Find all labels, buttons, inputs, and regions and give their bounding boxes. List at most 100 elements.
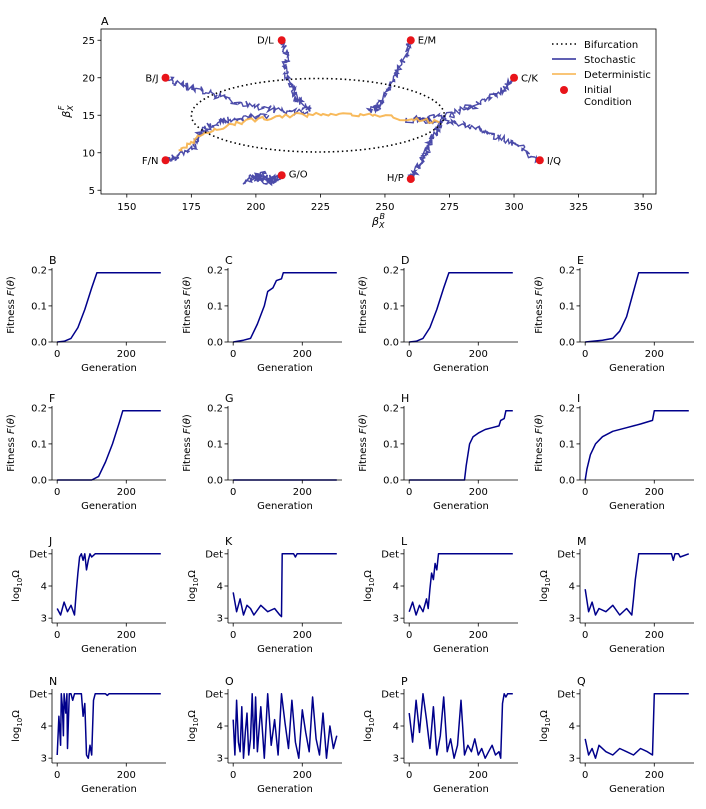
- y-tick-label: Det: [205, 549, 223, 560]
- y-tick-label: 0.2: [383, 403, 399, 414]
- y-tick-label: 3: [217, 614, 223, 625]
- x-tick-label: 0: [582, 770, 588, 781]
- y-label-part: (: [182, 286, 193, 290]
- y-tick-label: Det: [381, 549, 399, 560]
- x-axis-label: Generation: [433, 644, 489, 655]
- point-label: I/Q: [547, 156, 561, 167]
- initial-point: [406, 36, 415, 45]
- x-tick-label: 200: [117, 349, 136, 360]
- x-tick-label: 350: [634, 202, 653, 213]
- y-label-part: Fitness: [534, 434, 545, 472]
- y-tick-label: 0.0: [207, 476, 223, 487]
- y-tick-label: 4: [217, 582, 223, 593]
- y-label-part: Fitness: [534, 296, 545, 334]
- y-axis-label-sup: F: [57, 105, 66, 110]
- panel-letter: E: [577, 254, 584, 267]
- y-label-part: 10: [192, 718, 200, 727]
- point-label: D/L: [257, 35, 274, 46]
- legend-label: Stochastic: [584, 55, 636, 66]
- stochastic-path: [365, 38, 413, 114]
- stochastic-path: [413, 116, 540, 164]
- y-axis-label: Fitness F(θ): [6, 276, 17, 334]
- data-line: [56, 553, 161, 616]
- y-tick-label: 0.1: [207, 439, 223, 450]
- y-label-part: F: [182, 428, 193, 434]
- y-label-part: θ: [534, 280, 545, 286]
- data-line: [233, 271, 337, 343]
- x-tick-label: 200: [645, 487, 664, 498]
- y-label-part: F: [534, 290, 545, 296]
- y-label-part: θ: [182, 280, 193, 286]
- panel-letter: D: [401, 254, 409, 267]
- x-tick-label: 200: [645, 349, 664, 360]
- x-tick-label: 200: [246, 202, 265, 213]
- y-label-part: ): [6, 414, 17, 418]
- x-tick-label: 275: [440, 202, 459, 213]
- y-tick-label: 3: [217, 754, 223, 765]
- y-label-part: Fitness: [6, 434, 17, 472]
- legend-label: Initial: [584, 85, 612, 96]
- x-tick-label: 175: [182, 202, 201, 213]
- y-label-part: 10: [544, 718, 552, 727]
- x-tick-label: 200: [645, 630, 664, 641]
- data-line: [584, 693, 689, 759]
- y-label-part: Fitness: [182, 434, 193, 472]
- y-tick-label: 5: [89, 186, 95, 197]
- x-axis-label: Generation: [257, 784, 313, 795]
- x-tick-label: 200: [469, 487, 488, 498]
- y-tick-label: 0.0: [559, 476, 575, 487]
- panel-letter: Q: [577, 675, 586, 688]
- stochastic-path: [404, 74, 518, 124]
- y-label-part: log: [363, 587, 374, 602]
- panel-e: 0 200 0.0 0.1 0.2E Generation Fitness F(θ): [534, 254, 694, 374]
- y-label-part: (: [534, 424, 545, 428]
- x-tick-label: 0: [54, 630, 60, 641]
- y-label-part: F: [182, 290, 193, 296]
- x-tick-label: 225: [311, 202, 330, 213]
- y-label-part: Ω: [11, 570, 22, 578]
- y-axis-label: βXF: [57, 105, 75, 119]
- panel-letter: O: [225, 675, 234, 688]
- y-label-part: F: [6, 428, 17, 434]
- data-line: [232, 693, 338, 759]
- x-tick-label: 200: [469, 630, 488, 641]
- y-label-part: θ: [358, 280, 369, 286]
- y-label-part: (: [182, 424, 193, 428]
- y-label-part: F: [358, 290, 369, 296]
- x-axis-label: Generation: [609, 644, 665, 655]
- panel-letter: G: [225, 392, 234, 405]
- x-axis-label: Generation: [257, 644, 313, 655]
- x-axis-label: Generation: [609, 501, 665, 512]
- legend-label: Bifurcation: [584, 40, 638, 51]
- y-label-part: θ: [182, 418, 193, 424]
- panel-letter: K: [225, 535, 233, 548]
- y-tick-label: 25: [82, 36, 95, 47]
- x-tick-label: 0: [54, 349, 60, 360]
- y-tick-label: 0.0: [383, 476, 399, 487]
- y-axis-label: Fitness F(θ): [182, 414, 193, 472]
- x-tick-label: 0: [406, 487, 412, 498]
- y-tick-label: 0.0: [207, 338, 223, 349]
- y-tick-label: 4: [569, 582, 575, 593]
- y-tick-label: 20: [82, 73, 95, 84]
- y-label-part: log: [187, 727, 198, 742]
- x-tick-label: 200: [645, 770, 664, 781]
- data-line: [409, 409, 513, 481]
- y-label-part: log: [363, 727, 374, 742]
- y-label-part: log: [187, 587, 198, 602]
- y-axis-label-sub: X: [66, 105, 75, 112]
- panel-letter: F: [49, 392, 55, 405]
- x-tick-label: 325: [569, 202, 588, 213]
- x-axis-label: Generation: [609, 784, 665, 795]
- y-axis-label: log10Ω: [187, 570, 200, 602]
- data-line: [57, 409, 161, 481]
- y-label-part: ): [534, 414, 545, 418]
- data-line: [585, 271, 689, 343]
- y-label-part: θ: [534, 418, 545, 424]
- point-label: G/O: [289, 169, 308, 180]
- data-line: [232, 553, 337, 618]
